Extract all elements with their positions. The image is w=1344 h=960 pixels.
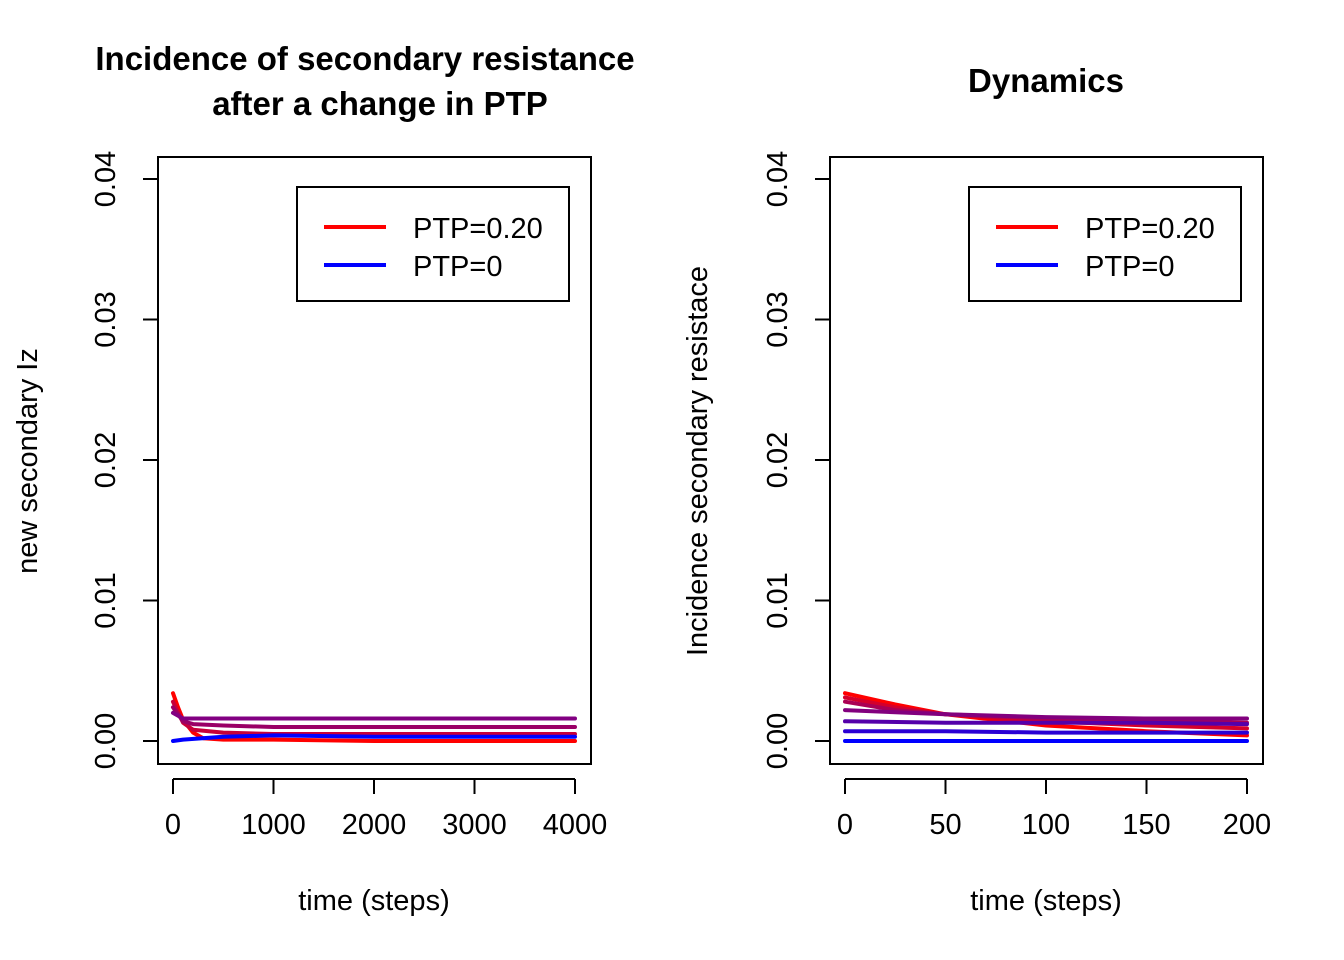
y-tick-label: 0.04 [90, 151, 122, 207]
legend-box [968, 186, 1242, 302]
y-tick-label: 0.03 [90, 291, 122, 347]
y-axis-label: Incidence secondary resistace [682, 266, 714, 656]
series-line-3 [171, 710, 577, 721]
legend-label-ptp-020: PTP=0.20 [413, 213, 543, 245]
plot-marks [843, 691, 1249, 743]
y-tick-label: 0.04 [762, 151, 794, 207]
legend: PTP=0.20 PTP=0 [968, 186, 1242, 302]
x-tick-label: 3000 [442, 809, 507, 841]
legend: PTP=0.20 PTP=0 [296, 186, 570, 302]
x-axis: 0 50 100 150 200 [837, 778, 1271, 841]
series-line-5 [843, 729, 1249, 735]
x-tick-label: 1000 [241, 809, 306, 841]
x-axis: 0 1000 2000 3000 4000 [165, 778, 608, 841]
left-panel: Incidence of secondary resistance after … [12, 40, 635, 917]
y-tick-label: 0.01 [762, 572, 794, 628]
series-line-4 [843, 719, 1249, 727]
legend-box [296, 186, 570, 302]
y-axis: 0.00 0.01 0.02 0.03 0.04 [90, 151, 159, 769]
x-tick-label: 50 [929, 809, 961, 841]
y-tick-label: 0.00 [762, 713, 794, 769]
x-axis-label: time (steps) [298, 885, 449, 917]
right-panel: Dynamics 0 50 100 150 200 0.000.010.020.030.… [682, 62, 1271, 917]
y-tick-label: 0.03 [762, 291, 794, 347]
x-axis-label: time (steps) [970, 885, 1121, 917]
y-tick-label: 0.02 [762, 432, 794, 488]
legend-label-ptp-020: PTP=0.20 [1085, 213, 1215, 245]
y-axis: 0.00 0.01 0.02 0.03 0.04 [762, 151, 831, 769]
y-tick-label: 0.00 [90, 713, 122, 769]
series-line-3 [843, 708, 1249, 721]
legend-label-ptp-0: PTP=0 [1085, 251, 1174, 283]
series-line-4 [171, 733, 577, 743]
x-tick-label: 200 [1223, 809, 1271, 841]
y-tick-label: 0.01 [90, 572, 122, 628]
plot-marks [171, 691, 577, 743]
chart-title: Dynamics [968, 62, 1124, 99]
legend-label-ptp-0: PTP=0 [413, 251, 502, 283]
x-tick-label: 150 [1122, 809, 1170, 841]
x-tick-label: 100 [1022, 809, 1070, 841]
chart-title-line-1: Incidence of secondary resistance [95, 40, 634, 77]
series-line-2 [171, 705, 577, 729]
y-tick-label: 0.02 [90, 432, 122, 488]
x-tick-label: 0 [165, 809, 181, 841]
x-tick-label: 2000 [342, 809, 407, 841]
y-axis-label: new secondary Iz [12, 348, 44, 574]
x-tick-label: 0 [837, 809, 853, 841]
chart-title-line-2: after a change in PTP [212, 85, 548, 122]
x-tick-label: 4000 [543, 809, 608, 841]
